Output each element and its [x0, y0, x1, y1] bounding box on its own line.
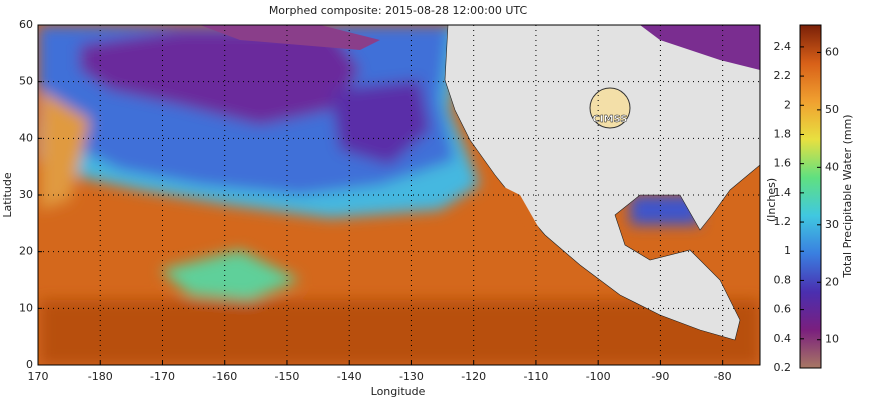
colorbar-right-tick-label: 10	[825, 333, 839, 346]
colorbar-left-tick-label: 1.4	[774, 186, 792, 199]
colorbar-right-tick-label: 40	[825, 160, 839, 173]
colorbar-left-tick-label: 0.4	[774, 332, 792, 345]
logo: CIMSS	[593, 114, 628, 125]
colorbar-left-tick-label: 2.4	[774, 40, 792, 53]
x-tick-label: 170	[28, 370, 49, 383]
x-tick-label: -100	[586, 370, 611, 383]
colorbar-left-tick-label: 2	[784, 98, 791, 111]
colorbar-left-tick-label: 0.6	[774, 303, 792, 316]
title: Morphed composite: 2015-08-28 12:00:00 U…	[269, 4, 528, 17]
x-tick-label: -170	[150, 370, 175, 383]
x-tick-label: -90	[651, 370, 669, 383]
y-tick-label: 50	[19, 75, 33, 88]
y-axis-label: Latitude	[1, 172, 14, 218]
colorbar-right-tick-label: 50	[825, 103, 839, 116]
x-tick-label: -150	[274, 370, 299, 383]
y-tick-label: 20	[19, 245, 33, 258]
map-image	[38, 25, 760, 365]
x-tick-label: -160	[212, 370, 237, 383]
colorbar-left-tick-label: 2.2	[774, 69, 792, 82]
x-tick-label: -120	[461, 370, 486, 383]
colorbar-right-tick-label: 60	[825, 45, 839, 58]
x-tick-label: -130	[399, 370, 424, 383]
colorbar-right-tick-label: 20	[825, 275, 839, 288]
colorbar-left-label: (Inches)	[765, 178, 778, 222]
colorbar	[799, 24, 822, 369]
x-tick-label: -110	[523, 370, 548, 383]
y-tick-label: 60	[19, 18, 33, 31]
x-tick-label: -140	[337, 370, 362, 383]
y-tick-label: 0	[26, 358, 33, 371]
colorbar-right-label: Total Precipitable Water (mm)	[841, 114, 854, 278]
colorbar-left-tick-label: 0.2	[774, 361, 792, 374]
colorbar-left-tick-label: 1.2	[774, 215, 792, 228]
y-tick-label: 10	[19, 301, 33, 314]
x-tick-label: -180	[88, 370, 113, 383]
y-tick-label: 30	[19, 188, 33, 201]
x-tick-label: -80	[714, 370, 732, 383]
colorbar-left-tick-label: 0.8	[774, 273, 792, 286]
colorbar-left-tick-label: 1.6	[774, 157, 792, 170]
colorbar-left-tick-label: 1	[784, 244, 791, 257]
colorbar-left-tick-label: 1.8	[774, 127, 792, 140]
colorbar-right-tick-label: 30	[825, 218, 839, 231]
y-tick-label: 40	[19, 131, 33, 144]
x-axis-label: Longitude	[371, 385, 426, 398]
